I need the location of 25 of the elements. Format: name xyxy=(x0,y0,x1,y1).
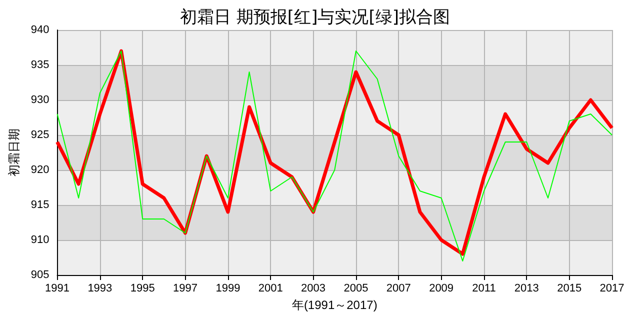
x-tick-label: 2009 xyxy=(429,282,454,294)
x-tick-label: 2001 xyxy=(258,282,283,294)
y-tick-label: 905 xyxy=(30,269,50,281)
y-tick-label: 910 xyxy=(30,234,50,246)
x-tick-label: 2003 xyxy=(301,282,326,294)
x-tick-label: 1993 xyxy=(88,282,112,294)
y-tick-label: 940 xyxy=(30,24,50,36)
x-tick-label: 2011 xyxy=(472,282,496,294)
x-tick-label: 1995 xyxy=(130,282,155,294)
chart-title: 初霜日 期预报[红]与实况[绿]拟合图 xyxy=(180,8,450,28)
x-tick-label: 2007 xyxy=(386,282,411,294)
x-tick-label: 1999 xyxy=(216,282,240,294)
x-tick-label: 2013 xyxy=(514,282,539,294)
x-tick-label: 1991 xyxy=(45,282,70,294)
x-tick-label: 2015 xyxy=(557,282,582,294)
x-tick-label: 1997 xyxy=(173,282,198,294)
y-tick-label: 930 xyxy=(30,94,50,106)
y-tick-label: 920 xyxy=(30,164,50,176)
y-axis-title: 初霜日期 xyxy=(7,128,21,176)
y-tick-label: 915 xyxy=(30,199,50,211)
x-axis-title: 年(1991～2017) xyxy=(292,298,378,312)
x-tick-label: 2017 xyxy=(600,282,624,294)
y-tick-label: 935 xyxy=(30,59,50,71)
y-tick-label: 925 xyxy=(30,129,50,141)
x-tick-label: 2005 xyxy=(344,282,368,294)
